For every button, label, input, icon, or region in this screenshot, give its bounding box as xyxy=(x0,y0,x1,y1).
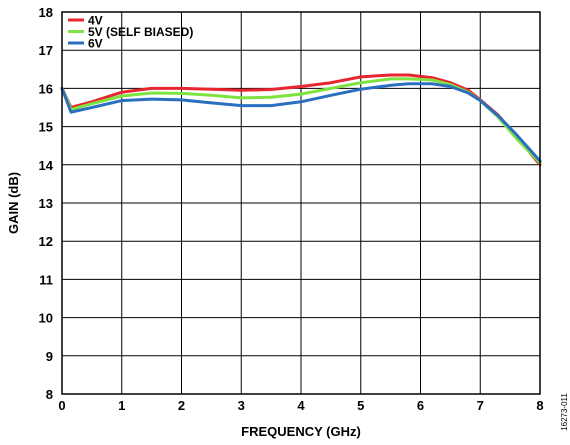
y-tick-label: 9 xyxy=(46,349,53,364)
x-tick-label: 5 xyxy=(357,398,364,413)
y-axis-title: GAIN (dB) xyxy=(6,172,21,234)
x-tick-label: 3 xyxy=(238,398,245,413)
x-tick-label: 7 xyxy=(477,398,484,413)
plot-frame xyxy=(61,11,541,395)
series-lines xyxy=(60,73,542,167)
legend-label: 4V xyxy=(88,14,103,28)
x-tick-labels: 0 1 2 3 4 5 6 7 8 xyxy=(58,398,543,413)
y-tick-label: 14 xyxy=(39,158,54,173)
x-tick-label: 6 xyxy=(417,398,424,413)
y-tick-label: 16 xyxy=(39,81,53,96)
y-tick-labels: 8 9 10 11 12 13 14 15 16 17 18 xyxy=(39,5,54,402)
x-tick-label: 8 xyxy=(536,398,543,413)
series-line xyxy=(60,82,542,163)
y-tick-label: 18 xyxy=(39,5,53,20)
y-tick-label: 15 xyxy=(39,120,53,135)
legend-label: 6V xyxy=(88,37,103,51)
legend-label: 5V (SELF BIASED) xyxy=(88,25,193,39)
x-tick-label: 2 xyxy=(178,398,185,413)
y-tick-label: 12 xyxy=(39,234,53,249)
x-tick-label: 1 xyxy=(118,398,125,413)
figure-id: 16273-011 xyxy=(560,393,569,431)
y-tick-label: 17 xyxy=(39,43,53,58)
y-tick-label: 11 xyxy=(39,272,53,287)
y-tick-label: 8 xyxy=(46,387,53,402)
x-tick-label: 4 xyxy=(297,398,305,413)
x-axis-title: FREQUENCY (GHz) xyxy=(241,424,361,439)
x-tick-label: 0 xyxy=(58,398,65,413)
grid xyxy=(61,11,541,395)
y-tick-label: 10 xyxy=(39,311,53,326)
y-tick-label: 13 xyxy=(39,196,53,211)
